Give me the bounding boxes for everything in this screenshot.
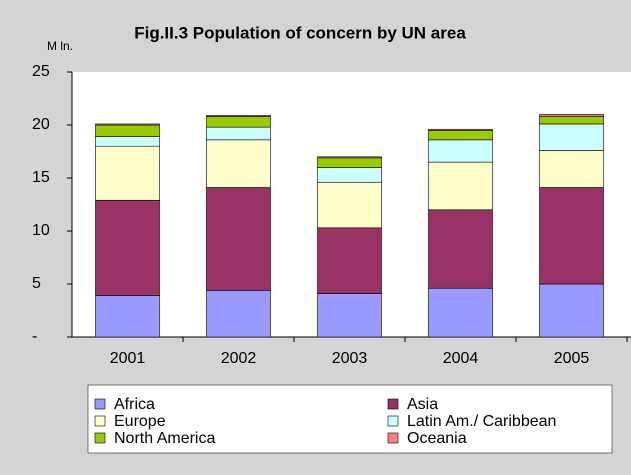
bar-segment — [95, 124, 160, 137]
bar-segment — [95, 136, 160, 147]
legend-swatch — [387, 432, 399, 444]
legend-label: Africa — [114, 396, 155, 413]
bar-segment — [539, 283, 604, 338]
bar-segment — [428, 287, 493, 338]
y-tick-label: - — [32, 328, 37, 345]
bar-segment — [539, 187, 604, 285]
bar-segment — [206, 116, 271, 128]
bar-segment — [206, 187, 271, 291]
bar-segment — [539, 114, 604, 117]
legend-swatch — [387, 415, 399, 427]
bar-segment — [317, 157, 382, 168]
legend-label: Europe — [114, 413, 166, 430]
y-tick-label: 25 — [32, 63, 50, 80]
x-tick-label: 2005 — [554, 350, 590, 367]
bar-segment — [428, 130, 493, 141]
bar-segment — [317, 156, 382, 159]
bar-segment — [539, 123, 604, 151]
bar-segment — [317, 293, 382, 338]
legend-box — [87, 384, 613, 454]
legend-swatch — [94, 398, 106, 410]
bar-segment — [95, 199, 160, 296]
y-axis-label: M ln. — [47, 39, 73, 53]
bar-segment — [428, 139, 493, 163]
y-tick-label: 15 — [32, 169, 50, 186]
x-tick-label: 2003 — [332, 350, 368, 367]
chart-title: Fig.II.3 Population of concern by UN are… — [134, 23, 466, 42]
y-tick-label: 5 — [32, 275, 41, 292]
bar-segment — [428, 161, 493, 211]
bar-segment — [317, 181, 382, 229]
legend-swatch — [94, 432, 106, 444]
legend-label: North America — [114, 430, 215, 447]
x-tick-label: 2001 — [110, 350, 146, 367]
x-tick-label: 2004 — [443, 350, 479, 367]
bar-segment — [539, 116, 604, 125]
legend-label: Latin Am./ Caribbean — [407, 413, 556, 430]
legend-swatch — [387, 398, 399, 410]
bar-segment — [317, 227, 382, 294]
x-tick-label: 2002 — [221, 350, 257, 367]
bar-segment — [95, 295, 160, 338]
bar-segment — [206, 290, 271, 338]
y-tick-label: 20 — [32, 116, 50, 133]
legend-swatch — [94, 415, 106, 427]
bar-segment — [428, 209, 493, 289]
bar-segment — [206, 139, 271, 188]
bar-segment — [206, 115, 271, 117]
bar-segment — [539, 150, 604, 188]
bar-segment — [317, 167, 382, 183]
y-tick-label: 10 — [32, 222, 50, 239]
bar-segment — [95, 123, 160, 126]
legend-label: Asia — [407, 396, 438, 413]
bar-segment — [95, 145, 160, 201]
bar-segment — [206, 126, 271, 141]
legend-label: Oceania — [407, 430, 467, 447]
bar-segment — [428, 128, 493, 131]
